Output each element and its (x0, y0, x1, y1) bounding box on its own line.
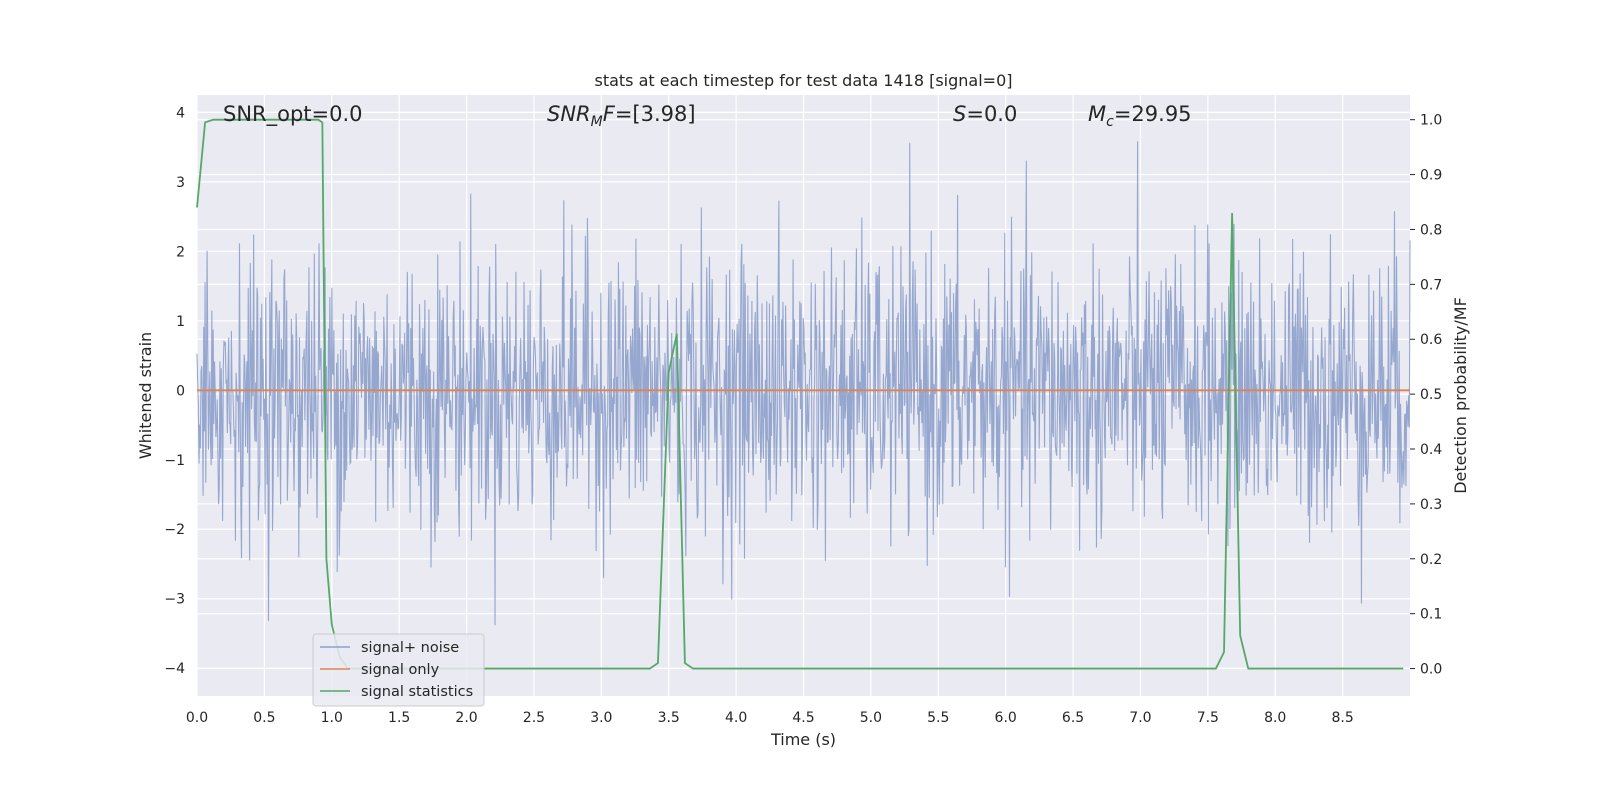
annotation-s: S=0.0 (953, 102, 1017, 126)
y-tick-label: 0 (176, 383, 185, 399)
y2-tick-label: 0.8 (1420, 222, 1442, 238)
x-tick-label: 6.5 (1062, 710, 1084, 726)
series-line-signal-noise (196, 141, 1411, 626)
x-tick-label: 6.0 (995, 710, 1017, 726)
legend-entry-signal-noise: signal+ noise (361, 640, 459, 656)
x-tick-label: 2.0 (455, 710, 477, 726)
y2-tick-label: 0.7 (1420, 277, 1442, 293)
y-tick-label: −4 (164, 661, 185, 677)
annotation-snr-opt: SNR_opt=0.0 (223, 102, 363, 127)
x-tick-label: 5.0 (860, 710, 882, 726)
x-tick-label: 3.5 (658, 710, 680, 726)
x-tick-label: 1.0 (321, 710, 343, 726)
x-tick-label: 8.0 (1264, 710, 1286, 726)
signal-noise-series (196, 141, 1411, 626)
x-axis-label: Time (s) (770, 730, 836, 749)
x-tick-label: 5.5 (927, 710, 949, 726)
y2-tick-label: 0.1 (1420, 607, 1442, 623)
y-tick-label: −1 (164, 453, 185, 469)
annotation-s-main: S (953, 102, 966, 126)
annotation-snr-mf-tail: F (603, 102, 616, 126)
y2-tick-label: 0.9 (1420, 168, 1442, 184)
annotation-mc-value: =29.95 (1114, 102, 1192, 126)
y-tick-label: 4 (176, 105, 185, 121)
y-tick-label: 1 (176, 314, 185, 330)
x-tick-label: 7.5 (1197, 710, 1219, 726)
x-tick-label: 0.0 (186, 710, 208, 726)
y2-tick-label: 0.5 (1420, 387, 1442, 403)
y2-tick-label: 0.0 (1420, 662, 1442, 678)
annotation-snr-mf: SNRMF=[3.98] (547, 102, 696, 130)
x-tick-label: 1.5 (388, 710, 410, 726)
y2-tick-label: 0.4 (1420, 442, 1442, 458)
chart-title: stats at each timestep for test data 141… (594, 71, 1012, 90)
y2-axis-label: Detection probability/MF (1451, 297, 1470, 494)
annotation-mc: Mc=29.95 (1088, 102, 1192, 130)
annotation-mc-sub: c (1106, 114, 1114, 130)
legend-entry-signal-statistics: signal statistics (361, 684, 473, 700)
y-tick-label: −2 (164, 522, 185, 538)
y2-tick-label: 1.0 (1420, 113, 1442, 129)
y2-tick-label: 0.3 (1420, 497, 1442, 513)
annotations: SNR_opt=0.0 SNRMF=[3.98] S=0.0 Mc=29.95 (223, 102, 1192, 130)
annotation-s-value: =0.0 (966, 102, 1017, 126)
annotation-snr-mf-value: =[3.98] (615, 102, 696, 126)
x-tick-label: 0.5 (253, 710, 275, 726)
annotation-snr-mf-main: SNR (547, 102, 591, 126)
legend-entry-signal-only: signal only (361, 662, 440, 678)
annotation-mc-main: M (1088, 102, 1106, 126)
tick-labels: 0.0 0.5 1.0 1.5 2.0 2.5 3.0 3.5 4.0 4.5 5.0 5.5 6.0 6… (164, 105, 1442, 726)
y2-tick-label: 0.2 (1420, 552, 1442, 568)
x-tick-label: 4.0 (725, 710, 747, 726)
y-tick-label: −3 (164, 592, 185, 608)
x-tick-label: 7.0 (1129, 710, 1151, 726)
x-tick-label: 2.5 (523, 710, 545, 726)
x-tick-label: 8.5 (1331, 710, 1353, 726)
y-tick-label: 2 (176, 244, 185, 260)
y-tick-label: 3 (176, 175, 185, 191)
y-axis-label: Whitened strain (136, 332, 155, 459)
x-tick-label: 4.5 (792, 710, 814, 726)
x-tick-label: 3.0 (590, 710, 612, 726)
y2-tick-label: 0.6 (1420, 332, 1442, 348)
annotation-snr-mf-sub: M (591, 114, 603, 130)
legend: signal+ noise signal only signal statist… (312, 633, 485, 707)
legend-box (312, 633, 485, 707)
